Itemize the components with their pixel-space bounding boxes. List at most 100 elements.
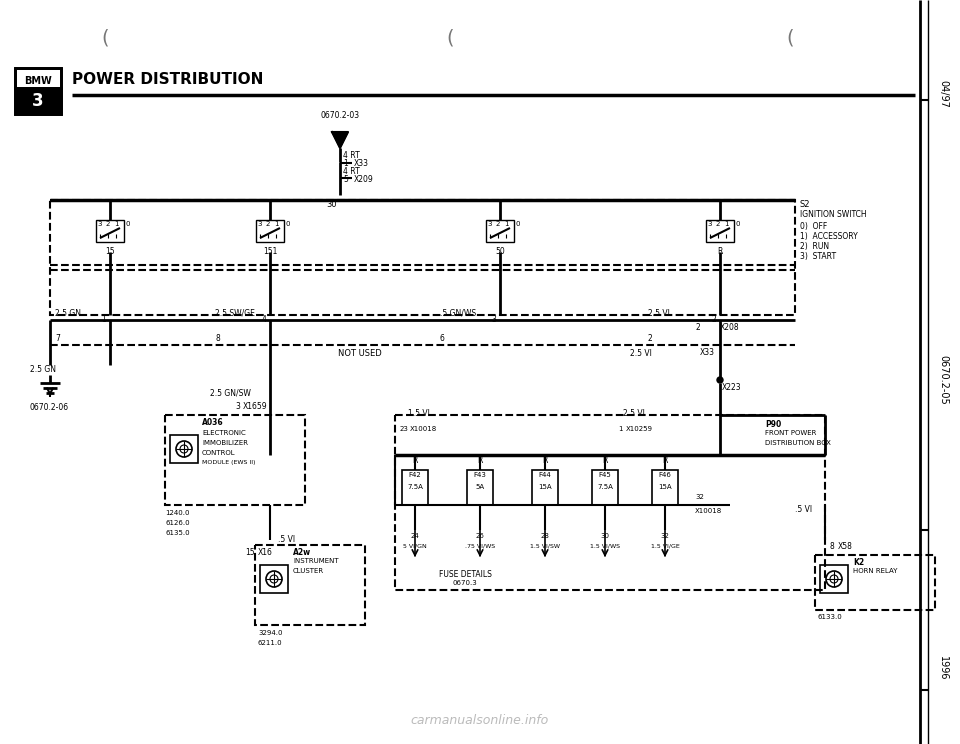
Bar: [820, 565, 848, 593]
Text: 5: 5: [343, 176, 348, 185]
Bar: [15, 68, 61, 88]
Text: K2: K2: [853, 558, 864, 567]
Text: 30: 30: [326, 200, 337, 209]
Text: A036: A036: [202, 418, 224, 427]
Text: 1.5 VI: 1.5 VI: [408, 409, 430, 418]
Text: 2.5 GN: 2.5 GN: [30, 365, 56, 374]
Text: X10018: X10018: [695, 508, 722, 514]
Text: R: R: [602, 456, 608, 465]
Text: 3294.0: 3294.0: [258, 630, 282, 636]
Text: CLUSTER: CLUSTER: [293, 568, 324, 574]
Text: 50: 50: [495, 247, 505, 256]
Text: (: (: [446, 28, 454, 47]
Text: 1: 1: [618, 426, 623, 432]
Text: 28: 28: [540, 533, 549, 539]
Bar: [165, 415, 305, 505]
Text: 0670.2-05: 0670.2-05: [938, 355, 948, 405]
Text: 0670.2-06: 0670.2-06: [30, 403, 69, 412]
Text: 1: 1: [724, 221, 729, 227]
Text: .5 VI: .5 VI: [278, 535, 295, 544]
Text: 15A: 15A: [539, 484, 552, 490]
Text: 2: 2: [711, 315, 716, 324]
Text: 4 RT: 4 RT: [343, 150, 360, 159]
Text: 1: 1: [274, 221, 278, 227]
Text: 1.5 VI/GE: 1.5 VI/GE: [651, 543, 680, 548]
Text: 0: 0: [736, 221, 740, 227]
Text: IMMOBILIZER: IMMOBILIZER: [202, 440, 248, 446]
Text: 2: 2: [716, 221, 720, 227]
Text: 0670.3: 0670.3: [452, 580, 477, 586]
Text: NOT USED: NOT USED: [338, 349, 382, 358]
Text: MODULE (EWS II): MODULE (EWS II): [202, 460, 255, 465]
Text: 7.5A: 7.5A: [407, 484, 423, 490]
Text: 2: 2: [106, 221, 110, 227]
Text: 32: 32: [660, 533, 669, 539]
Text: X10018: X10018: [410, 426, 437, 432]
Text: P90: P90: [765, 420, 781, 429]
Text: HORN RELAY: HORN RELAY: [853, 568, 898, 574]
Text: 3: 3: [257, 221, 262, 227]
Text: 2.5 SW/GE: 2.5 SW/GE: [215, 309, 254, 318]
Bar: [96, 220, 124, 242]
Bar: [532, 470, 558, 505]
Text: X16: X16: [258, 548, 273, 557]
Text: 1.5 VI/WS: 1.5 VI/WS: [590, 543, 620, 548]
Circle shape: [717, 377, 723, 383]
Bar: [652, 470, 678, 505]
Text: 0: 0: [126, 221, 131, 227]
Text: R: R: [542, 456, 548, 465]
Text: 1: 1: [343, 158, 348, 167]
Text: 151: 151: [263, 247, 277, 256]
Text: R: R: [477, 456, 483, 465]
Text: R: R: [662, 456, 668, 465]
Text: 1.5 VI/SW: 1.5 VI/SW: [530, 543, 560, 548]
Text: S2: S2: [800, 200, 810, 209]
Text: carmanualsonline.info: carmanualsonline.info: [411, 713, 549, 726]
Bar: [467, 470, 493, 505]
Bar: [170, 435, 198, 463]
Text: FUSE DETAILS: FUSE DETAILS: [439, 570, 492, 579]
Text: 5A: 5A: [475, 484, 485, 490]
Text: 0670.2-03: 0670.2-03: [321, 111, 360, 120]
Text: 2.5 GN/SW: 2.5 GN/SW: [210, 389, 251, 398]
Text: 0: 0: [286, 221, 291, 227]
Text: F45: F45: [599, 472, 612, 478]
Text: F43: F43: [473, 472, 487, 478]
Text: IGNITION SWITCH: IGNITION SWITCH: [800, 210, 867, 219]
Text: DISTRIBUTION BOX: DISTRIBUTION BOX: [765, 440, 830, 446]
Text: 7.5A: 7.5A: [597, 484, 612, 490]
Text: 30: 30: [601, 533, 610, 539]
Text: 2.5 GN: 2.5 GN: [55, 309, 81, 318]
Polygon shape: [332, 132, 348, 148]
Bar: [15, 88, 61, 114]
Text: BMW: BMW: [24, 76, 52, 86]
Text: F42: F42: [409, 472, 421, 478]
Text: 1240.0: 1240.0: [165, 510, 189, 516]
Text: R: R: [717, 247, 723, 256]
Text: X223: X223: [722, 383, 742, 392]
Text: .5 VI: .5 VI: [795, 505, 812, 514]
Text: POWER DISTRIBUTION: POWER DISTRIBUTION: [72, 72, 263, 87]
Text: X33: X33: [700, 348, 715, 357]
Text: 0: 0: [516, 221, 520, 227]
Text: .5 GN/WS: .5 GN/WS: [440, 309, 476, 318]
Text: X208: X208: [720, 323, 739, 332]
Bar: [50, 200, 795, 315]
Text: X58: X58: [838, 542, 852, 551]
Text: 1: 1: [101, 315, 106, 324]
Bar: [260, 565, 288, 593]
Text: 2.5 VI: 2.5 VI: [623, 409, 645, 418]
Text: X33: X33: [354, 158, 369, 167]
Text: X10259: X10259: [626, 426, 653, 432]
Bar: [592, 470, 618, 505]
Text: 3: 3: [235, 402, 240, 411]
Text: 2: 2: [648, 334, 653, 343]
Text: 3)  START: 3) START: [800, 252, 836, 261]
Text: 8: 8: [830, 542, 835, 551]
Text: 8: 8: [215, 334, 220, 343]
Text: 6211.0: 6211.0: [258, 640, 282, 646]
Text: (: (: [101, 28, 108, 47]
Text: 3: 3: [708, 221, 712, 227]
Text: 6135.0: 6135.0: [165, 530, 190, 536]
Text: 2.5 VI: 2.5 VI: [648, 309, 670, 318]
